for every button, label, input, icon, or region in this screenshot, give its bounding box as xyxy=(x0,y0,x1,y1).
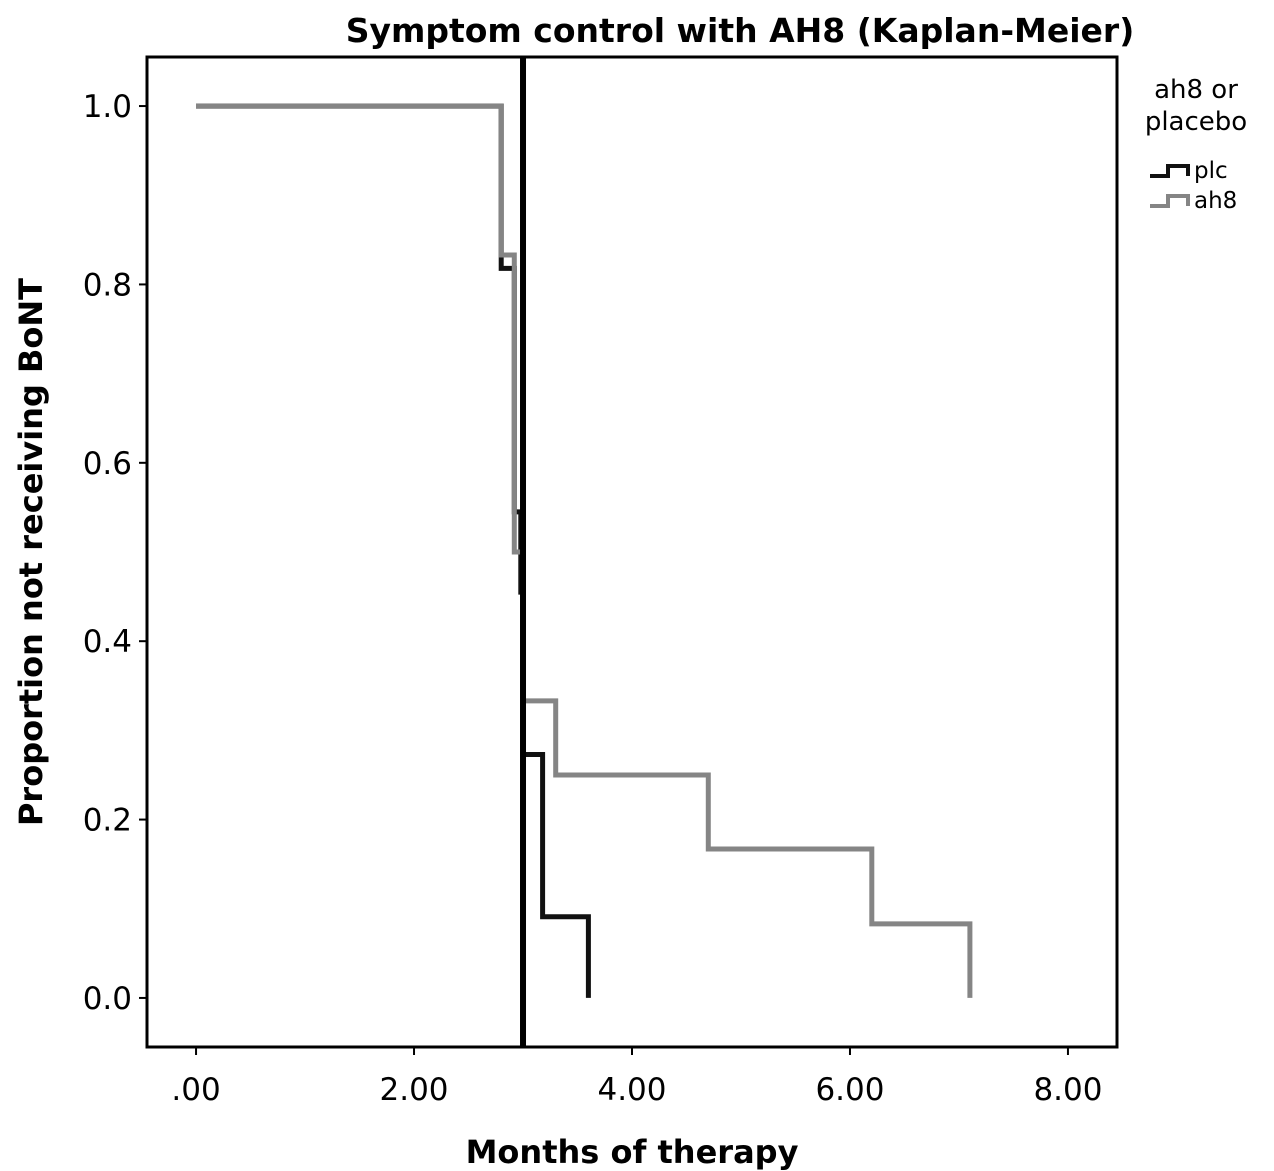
y-tick-label: 0.0 xyxy=(83,981,132,1017)
plot-area xyxy=(196,57,973,1047)
x-axis-label: Months of therapy xyxy=(466,1133,799,1171)
y-axis: 0.0 0.2 0.4 0.6 0.8 1.0 xyxy=(83,89,147,1017)
legend-label-ah8: ah8 xyxy=(1194,188,1237,214)
y-tick-label: 0.2 xyxy=(83,803,132,839)
x-tick-label: 4.00 xyxy=(597,1072,666,1108)
y-tick-label: 1.0 xyxy=(83,89,132,125)
y-axis-label: Proportion not receiving BoNT xyxy=(12,278,50,826)
x-tick-label: 2.00 xyxy=(380,1072,449,1108)
legend-title: placebo xyxy=(1145,107,1247,137)
y-tick-label: 0.4 xyxy=(83,624,132,660)
y-tick-label: 0.8 xyxy=(83,267,132,303)
series-line-ah8 xyxy=(196,103,973,998)
x-tick-label: 6.00 xyxy=(815,1072,884,1108)
x-tick-label: 8.00 xyxy=(1033,1072,1102,1108)
plot-frame xyxy=(145,55,1119,1049)
legend-swatch-plc xyxy=(1150,164,1190,178)
legend-label-plc: plc xyxy=(1194,158,1228,184)
legend-title: ah8 or xyxy=(1154,75,1238,105)
x-axis: .00 2.00 4.00 6.00 8.00 xyxy=(171,1047,1102,1108)
y-tick-label: 0.6 xyxy=(83,446,132,482)
legend-swatch-ah8 xyxy=(1150,194,1190,208)
series-line-plc xyxy=(196,103,591,998)
chart-title: Symptom control with AH8 (Kaplan-Meier) xyxy=(346,11,1135,50)
x-tick-label: .00 xyxy=(171,1072,220,1108)
